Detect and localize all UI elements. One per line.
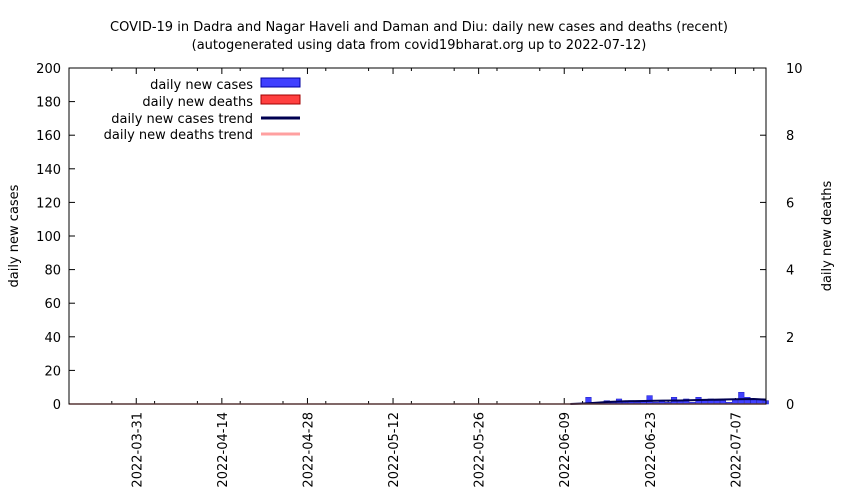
y2-tick-label: 8: [786, 129, 794, 144]
x-tick-label: 2022-05-12: [387, 412, 402, 488]
cases-bar: [738, 391, 745, 405]
x-tick-label: 2022-06-23: [644, 412, 659, 488]
y-tick-label: 180: [36, 96, 61, 111]
y2-axis-tick-labels: 0 2 4 6 8 10: [786, 62, 803, 413]
legend-swatch-deaths: [260, 94, 301, 105]
y-tick-label: 160: [36, 129, 61, 144]
y-tick-label: 60: [44, 297, 61, 312]
y-tick-label: 200: [36, 62, 61, 77]
legend-label-cases-trend: daily new cases trend: [111, 112, 253, 127]
legend-label-deaths-trend: daily new deaths trend: [104, 128, 253, 143]
y2-axis-label: daily new deaths: [820, 180, 835, 291]
chart-title: COVID-19 in Dadra and Nagar Haveli and D…: [110, 20, 728, 35]
y2-tick-label: 2: [786, 331, 794, 346]
y2-tick-label: 10: [786, 62, 803, 77]
legend-label-cases: daily new cases: [150, 78, 253, 93]
x-axis-tick-labels: 2022-03-31 2022-04-14 2022-04-28 2022-05-12…: [130, 412, 744, 488]
trend-lines-group: [69, 397, 767, 405]
cases-trend-line: [570, 397, 767, 405]
y2-tick-label: 4: [786, 264, 794, 279]
y-tick-label: 140: [36, 163, 61, 178]
cases-bar: [646, 395, 653, 405]
legend-label-deaths: daily new deaths: [142, 95, 253, 110]
chart-subtitle: (autogenerated using data from covid19bh…: [192, 38, 647, 53]
y2-tick-label: 6: [786, 196, 794, 211]
x-tick-label: 2022-07-07: [729, 412, 744, 488]
y-axis-tick-labels: 0 20 40 60 80 100 120 140 160 180 200: [36, 62, 61, 413]
x-tick-label: 2022-04-28: [301, 412, 316, 488]
y2-tick-label: 0: [786, 398, 794, 413]
y-tick-label: 80: [44, 264, 61, 279]
x-tick-label: 2022-05-26: [473, 412, 488, 488]
x-tick-label: 2022-06-09: [558, 412, 573, 488]
y-tick-label: 0: [53, 398, 61, 413]
legend-swatch-cases: [260, 77, 301, 88]
y-tick-label: 40: [44, 331, 61, 346]
plot-frame: [68, 67, 767, 405]
x-tick-label: 2022-03-31: [130, 412, 145, 488]
y-axis-label: daily new cases: [7, 184, 22, 287]
y-tick-label: 100: [36, 230, 61, 245]
legend: daily new cases daily new deaths daily n…: [104, 77, 301, 143]
y-tick-label: 120: [36, 196, 61, 211]
y-tick-label: 20: [44, 364, 61, 379]
x-tick-label: 2022-04-14: [216, 412, 231, 488]
